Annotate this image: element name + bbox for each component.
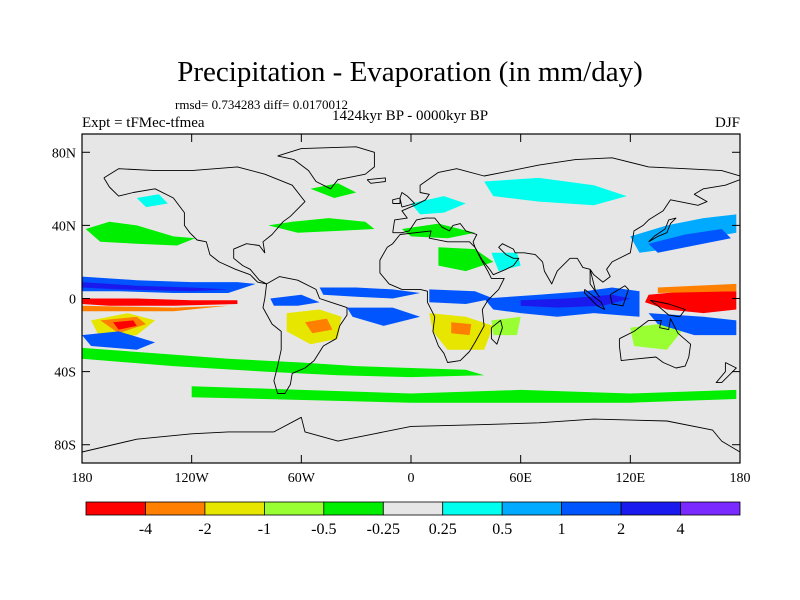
colorbar-swatch [501, 501, 563, 516]
colorbar-swatch [620, 501, 681, 516]
coastlines [82, 146, 740, 453]
colorbar-label: -2 [198, 521, 211, 538]
coastline-south-america [262, 276, 348, 394]
colorbar-label: -0.5 [311, 521, 336, 538]
region-africa-eq-wet [429, 289, 494, 304]
coastline-north-america [103, 166, 306, 285]
colorbar-swatch [145, 501, 206, 516]
y-tick-label: 80S [54, 439, 76, 454]
region-nw-pacific-core [648, 229, 731, 253]
colorbar-label: -0.25 [367, 521, 400, 538]
axis-ticks: 180 120W 60W 0 60E 120E 180 80N 40N 0 40S 80S [52, 134, 751, 486]
region-n-atlantic-subpolar-drier [310, 183, 357, 198]
experiment-label: Expt = tFMec-tfmea [82, 115, 205, 131]
y-tick-label: 0 [69, 293, 76, 308]
y-tick-label: 80N [52, 146, 76, 161]
region-s-atlantic-wet [347, 307, 421, 326]
region-australia-dry [630, 324, 682, 350]
colorbar-label: 4 [677, 521, 685, 538]
x-tick-label: 180 [72, 471, 93, 486]
colorbar-swatch [263, 501, 325, 516]
x-tick-label: 60E [509, 471, 532, 486]
anomaly-regions [82, 177, 737, 403]
colorbar-label: -4 [139, 521, 152, 538]
colorbar-label: -1 [258, 521, 271, 538]
season-label: DJF [715, 115, 740, 131]
colorbar-swatch [323, 501, 384, 516]
coastline-new-zealand [715, 362, 737, 384]
region-pacific-itcz-core [82, 282, 229, 292]
x-tick-label: 120E [616, 471, 646, 486]
region-equatorial-pacific-dry-2 [82, 305, 229, 312]
x-tick-label: 180 [730, 471, 751, 486]
colorbar-swatch [442, 501, 503, 516]
region-atlantic-itcz [319, 287, 421, 299]
region-equatorial-pacific-dry [82, 298, 238, 306]
region-arabia [491, 252, 521, 272]
chart-title: Precipitation - Evaporation (in mm/day) [177, 56, 643, 88]
colorbar-label: 0.25 [429, 521, 457, 538]
region-n-africa [438, 247, 494, 272]
coastline-ireland [392, 197, 401, 204]
coastline-antarctica [82, 416, 740, 453]
y-tick-label: 40N [52, 219, 76, 234]
region-gulf-of-alaska [136, 194, 168, 208]
region-mediterranean [401, 223, 475, 239]
colorbar-swatch [204, 501, 265, 516]
y-tick-label: 40S [54, 366, 76, 381]
region-indian-ocean-core [520, 294, 631, 308]
coastline-sumatra [584, 289, 606, 310]
colorbar: -4 -2 -1 -0.5 -0.25 0.25 0.5 1 2 4 [85, 501, 741, 538]
region-eurasia [484, 177, 627, 206]
colorbar-label: 0.5 [492, 521, 512, 538]
region-southern-ocean-south [191, 386, 737, 403]
colorbar-swatch [382, 501, 444, 516]
region-n-pacific-storm-track-drier [85, 221, 196, 246]
region-s-pacific-red [113, 320, 137, 330]
colorbar-label: 2 [617, 521, 625, 538]
coastline-madagascar [490, 319, 503, 345]
coastline-new-guinea [650, 299, 686, 318]
colorbar-label: 1 [558, 521, 566, 538]
x-tick-label: 120W [175, 471, 210, 486]
coastline-africa [379, 230, 505, 363]
region-nw-atlantic-drier [268, 218, 375, 233]
coastline-greenland [277, 146, 375, 190]
colorbar-swatch [85, 501, 146, 516]
region-west-pacific-dry-2 [657, 283, 737, 293]
region-west-pacific-dry [645, 291, 737, 314]
coastline-australia [618, 318, 692, 369]
period-label: 1424kyr BP - 0000kyr BP [332, 108, 488, 124]
region-s-america-wet [270, 294, 320, 306]
x-tick-label: 0 [408, 471, 415, 486]
region-africa-dry-core [451, 322, 472, 336]
colorbar-swatch [680, 501, 741, 516]
coastline-borneo [609, 285, 629, 307]
region-s-pacific-wetter [82, 331, 156, 350]
x-tick-label: 60W [288, 471, 316, 486]
stats-text: rmsd= 0.734283 diff= 0.0170012 [175, 97, 348, 112]
map-background [82, 134, 740, 463]
region-southern-ocean-drier [82, 347, 485, 378]
region-s-america-dry-core [305, 318, 333, 334]
coastline-iceland [366, 177, 386, 184]
colorbar-swatch [561, 501, 622, 516]
coastline-japan [648, 217, 677, 243]
